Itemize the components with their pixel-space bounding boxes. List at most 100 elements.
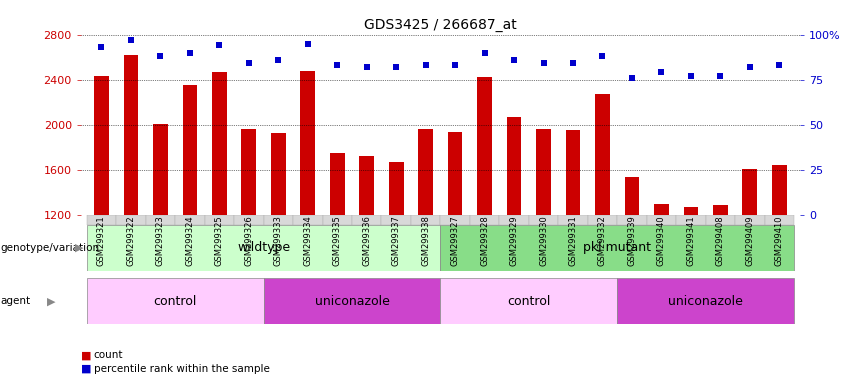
Point [773, 62, 786, 68]
Text: GSM299408: GSM299408 [716, 215, 725, 266]
Bar [87, 278, 264, 324]
Title: GDS3425 / 266687_at: GDS3425 / 266687_at [364, 18, 517, 32]
Bar [441, 215, 470, 225]
Text: GSM299329: GSM299329 [510, 215, 518, 266]
Text: GSM299338: GSM299338 [421, 215, 430, 266]
Bar [204, 215, 234, 225]
Point [713, 73, 727, 79]
Point [743, 64, 757, 70]
Text: ■: ■ [81, 364, 91, 374]
Point [654, 70, 668, 76]
Text: agent: agent [1, 296, 31, 306]
Point [390, 64, 403, 70]
Point [124, 37, 138, 43]
Text: control: control [507, 295, 551, 308]
Text: percentile rank within the sample: percentile rank within the sample [94, 364, 270, 374]
Bar [87, 225, 440, 271]
Point [477, 50, 491, 56]
Text: GSM299336: GSM299336 [363, 215, 371, 266]
Bar [477, 78, 492, 215]
Text: GSM299331: GSM299331 [568, 215, 578, 266]
Bar [264, 278, 441, 324]
Point [242, 60, 255, 66]
Text: GSM299334: GSM299334 [303, 215, 312, 266]
Bar [352, 215, 381, 225]
Text: GSM299328: GSM299328 [480, 215, 489, 266]
Text: ■: ■ [81, 350, 91, 360]
Bar [448, 132, 462, 215]
Bar [617, 278, 794, 324]
Bar [87, 215, 117, 225]
Bar [764, 215, 794, 225]
Bar [705, 215, 735, 225]
Text: uniconazole: uniconazole [668, 295, 743, 308]
Text: ▶: ▶ [47, 296, 55, 306]
Point [537, 60, 551, 66]
Text: GSM299339: GSM299339 [627, 215, 637, 266]
Bar [441, 278, 617, 324]
Bar [117, 215, 146, 225]
Bar [500, 215, 528, 225]
Text: GSM299323: GSM299323 [156, 215, 165, 266]
Point [448, 62, 462, 68]
Text: GSM299327: GSM299327 [451, 215, 460, 266]
Point [419, 62, 432, 68]
Bar [271, 133, 286, 215]
Point [154, 53, 168, 59]
Text: GSM299337: GSM299337 [391, 215, 401, 266]
Text: GSM299341: GSM299341 [687, 215, 695, 266]
Text: GSM299333: GSM299333 [274, 215, 283, 266]
Point [507, 57, 521, 63]
Bar [566, 131, 580, 215]
Point [625, 75, 639, 81]
Bar [419, 129, 433, 215]
Text: GSM299410: GSM299410 [774, 215, 784, 266]
Bar [617, 215, 647, 225]
Text: GSM299321: GSM299321 [97, 215, 106, 266]
Bar [654, 204, 669, 215]
Bar [441, 225, 794, 271]
Bar [595, 94, 610, 215]
Text: GSM299409: GSM299409 [745, 215, 754, 266]
Bar [175, 215, 204, 225]
Point [684, 73, 698, 79]
Bar [470, 215, 500, 225]
Text: wildtype: wildtype [237, 241, 290, 254]
Point [566, 60, 580, 66]
Bar [536, 129, 551, 215]
Text: GSM299322: GSM299322 [127, 215, 135, 266]
Point [360, 64, 374, 70]
Bar [713, 205, 728, 215]
Bar [389, 162, 403, 215]
Bar [146, 215, 175, 225]
Bar [735, 215, 764, 225]
Bar [625, 177, 639, 215]
Bar [677, 215, 705, 225]
Bar [293, 215, 323, 225]
Bar [153, 124, 168, 215]
Bar [647, 215, 677, 225]
Bar [212, 72, 226, 215]
Text: control: control [153, 295, 197, 308]
Text: uniconazole: uniconazole [315, 295, 390, 308]
Bar [742, 169, 757, 215]
Bar [506, 117, 522, 215]
Bar [300, 71, 315, 215]
Bar [182, 85, 197, 215]
Bar [683, 207, 699, 215]
Bar [772, 166, 786, 215]
Text: ▶: ▶ [75, 243, 83, 253]
Bar [330, 153, 345, 215]
Text: GSM299340: GSM299340 [657, 215, 666, 266]
Text: GSM299335: GSM299335 [333, 215, 342, 266]
Bar [323, 215, 352, 225]
Bar [94, 76, 109, 215]
Text: GSM299326: GSM299326 [244, 215, 254, 266]
Text: GSM299330: GSM299330 [539, 215, 548, 266]
Point [596, 53, 609, 59]
Bar [411, 215, 440, 225]
Bar [558, 215, 588, 225]
Bar [234, 215, 264, 225]
Bar [264, 215, 293, 225]
Bar [359, 156, 374, 215]
